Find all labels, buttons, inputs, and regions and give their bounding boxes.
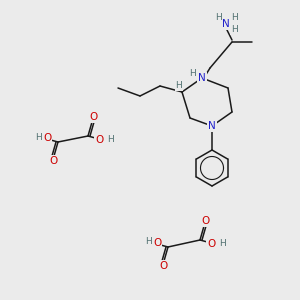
Text: O: O [159, 261, 167, 271]
Text: H: H [189, 68, 195, 77]
Text: H: H [145, 238, 152, 247]
Text: H: H [176, 82, 182, 91]
Text: H: H [231, 14, 237, 22]
Text: H: H [106, 136, 113, 145]
Text: N: N [222, 19, 230, 29]
Text: O: O [43, 133, 51, 143]
Text: O: O [153, 238, 161, 248]
Text: H: H [34, 133, 41, 142]
Text: O: O [49, 156, 57, 166]
Text: O: O [207, 239, 215, 249]
Text: O: O [95, 135, 103, 145]
Text: N: N [208, 121, 216, 131]
Text: N: N [198, 73, 206, 83]
Text: H: H [214, 14, 221, 22]
Text: O: O [89, 112, 97, 122]
Text: H: H [219, 239, 225, 248]
Text: H: H [231, 26, 237, 34]
Text: O: O [201, 216, 209, 226]
